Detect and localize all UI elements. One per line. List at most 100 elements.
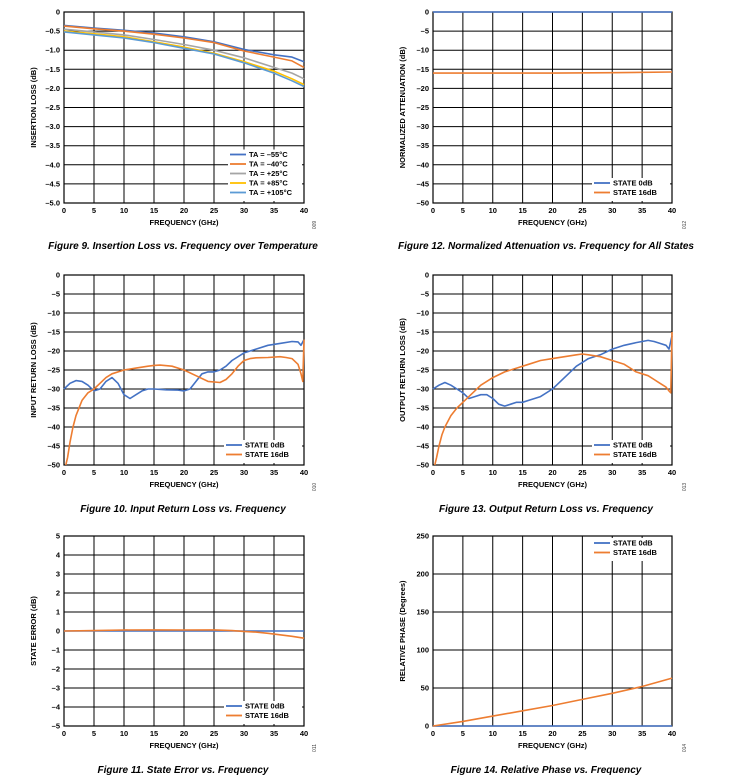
figure-caption: Figure 14. Relative Phase vs. Frequency [451, 765, 642, 776]
x-axis-label: FREQUENCY (GHz) [149, 741, 219, 750]
y-tick-label: –20 [47, 347, 60, 356]
legend-label: STATE 0dB [245, 702, 285, 711]
x-tick-label: 25 [210, 206, 218, 215]
y-axis-label: STATE ERROR (dB) [29, 596, 38, 666]
y-tick-label: –4.5 [45, 179, 60, 188]
x-tick-label: 20 [180, 206, 188, 215]
x-tick-label: 10 [489, 206, 497, 215]
y-tick-label: –30 [416, 385, 429, 394]
x-tick-label: 0 [62, 206, 66, 215]
figure-code: 009 [312, 221, 318, 230]
y-tick-label: –5 [421, 290, 429, 299]
y-tick-label: –40 [47, 423, 60, 432]
y-tick-label: –3.5 [45, 141, 60, 150]
series-line [63, 25, 305, 69]
x-tick-label: 15 [150, 206, 158, 215]
x-tick-label: 40 [300, 468, 308, 477]
x-tick-label: 20 [180, 729, 188, 738]
y-tick-label: 0 [56, 8, 60, 17]
series-line [63, 28, 305, 80]
y-tick-label: –2.0 [45, 84, 60, 93]
y-tick-label: 250 [416, 532, 429, 541]
legend-label: STATE 0dB [613, 539, 653, 548]
y-tick-label: –40 [416, 423, 429, 432]
y-tick-label: –15 [416, 328, 429, 337]
x-tick-label: 0 [431, 468, 435, 477]
legend-box [592, 178, 670, 201]
x-tick-label: 10 [120, 468, 128, 477]
y-tick-label: –50 [416, 461, 429, 470]
legend-label: STATE 16dB [245, 711, 289, 720]
y-tick-label: –10 [416, 309, 429, 318]
y-tick-label: –45 [47, 442, 60, 451]
y-tick-label: –4.0 [45, 160, 60, 169]
x-tick-label: 30 [240, 468, 248, 477]
y-tick-label: –3.0 [45, 122, 60, 131]
x-tick-label: 40 [668, 206, 676, 215]
y-tick-label: –15 [47, 328, 60, 337]
x-tick-label: 40 [668, 729, 676, 738]
series-line [63, 339, 305, 400]
plot-frame [63, 11, 305, 204]
figure-code: 013 [682, 483, 688, 492]
fig14-chart: 0 5 10 15 20 25 30 35 40 250 200 150 100 50 0 FREQUENCY… [398, 532, 688, 777]
x-tick-label: 30 [608, 468, 616, 477]
fig10-chart: 0 5 10 15 20 25 30 35 40 0 –5 –10 –15 –20 –25 –30 –35 –40… [29, 271, 318, 516]
legend-label: TA = –55°C [249, 150, 288, 159]
x-tick-label: 35 [638, 468, 646, 477]
x-tick-label: 25 [210, 729, 218, 738]
y-tick-label: 4 [56, 551, 61, 560]
x-tick-label: 30 [240, 729, 248, 738]
x-tick-label: 25 [578, 729, 586, 738]
x-tick-label: 15 [150, 468, 158, 477]
figure-caption: Figure 9. Insertion Loss vs. Frequency o… [48, 241, 318, 252]
legend-label: TA = +105°C [249, 188, 293, 197]
x-axis-label: FREQUENCY (GHz) [518, 218, 588, 227]
series-line [65, 339, 305, 466]
x-tick-label: 25 [210, 468, 218, 477]
y-axis-label: NORMALIZED ATTENUATION (dB) [398, 46, 407, 168]
legend-box [224, 440, 302, 463]
y-tick-label: –4 [52, 703, 61, 712]
y-tick-label: –25 [416, 366, 429, 375]
fig13-chart: 0 5 10 15 20 25 30 35 40 0 –5 –10 –15 –20 –25 –30 –35 –40… [398, 271, 688, 516]
y-tick-label: –15 [416, 65, 429, 74]
y-tick-label: –25 [416, 103, 429, 112]
y-tick-label: 0 [56, 627, 60, 636]
series-line [63, 30, 305, 86]
figure-code: 014 [682, 744, 688, 753]
x-tick-label: 35 [638, 729, 646, 738]
y-axis-label: INSERTION LOSS (dB) [29, 67, 38, 148]
figure-code: 010 [312, 483, 318, 492]
figure-code: 011 [312, 744, 318, 752]
x-tick-label: 20 [180, 468, 188, 477]
x-tick-label: 30 [240, 206, 248, 215]
y-tick-label: –3 [52, 684, 60, 693]
y-tick-label: –5 [52, 290, 60, 299]
x-tick-label: 40 [300, 729, 308, 738]
x-tick-label: 10 [489, 729, 497, 738]
legend-label: TA = +25°C [249, 169, 288, 178]
y-tick-label: –35 [416, 141, 429, 150]
y-tick-label: –5.0 [45, 199, 60, 208]
series-line [434, 331, 673, 466]
legend-label: TA = +85°C [249, 179, 288, 188]
y-tick-label: –30 [416, 122, 429, 131]
x-tick-label: 5 [92, 729, 96, 738]
x-tick-label: 5 [461, 206, 465, 215]
x-tick-label: 20 [548, 468, 556, 477]
y-tick-label: –0.5 [45, 27, 60, 36]
x-tick-label: 15 [518, 468, 526, 477]
x-tick-label: 15 [518, 729, 526, 738]
y-tick-label: 0 [425, 722, 429, 731]
y-tick-label: 0 [56, 271, 60, 280]
y-tick-label: –50 [47, 461, 60, 470]
y-axis-label: RELATIVE PHASE (Degrees) [398, 580, 407, 682]
figure-caption: Figure 11. State Error vs. Frequency [98, 765, 269, 776]
x-tick-label: 35 [270, 206, 278, 215]
legend-label: STATE 0dB [613, 179, 653, 188]
x-tick-label: 10 [120, 206, 128, 215]
y-tick-label: –1.5 [45, 65, 60, 74]
y-tick-label: –2 [52, 665, 60, 674]
x-tick-label: 30 [608, 729, 616, 738]
